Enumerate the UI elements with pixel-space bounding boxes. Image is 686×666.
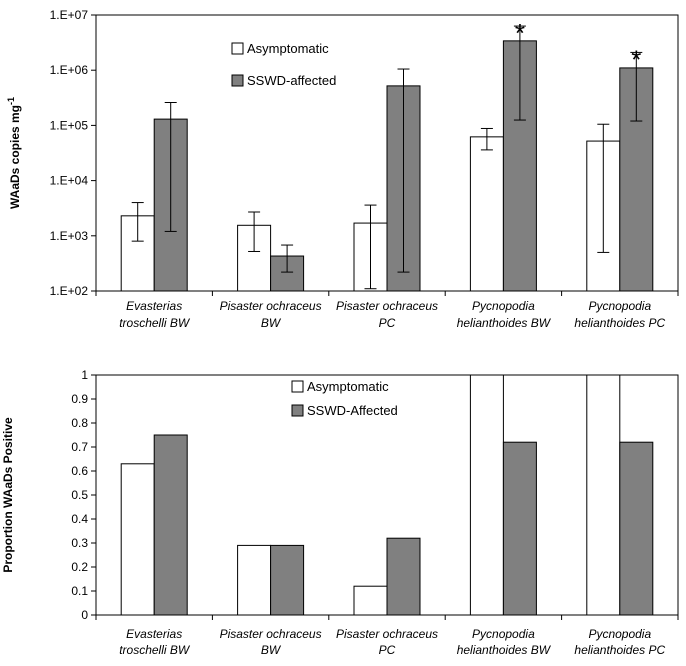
y-tick-label: 1 <box>81 368 88 382</box>
category-label-line2: BW <box>261 643 282 657</box>
y-tick-label: 1.E+07 <box>50 8 89 22</box>
bar-asymptomatic-5 <box>586 374 621 616</box>
chart-2: 0 0.1 0.2 0.3 0.4 0.5 0.6 0.7 0.8 0.9 1 Proportion … <box>1 368 679 657</box>
bar-sswd-affected-2 <box>270 544 305 616</box>
y-tick-label: 1.E+02 <box>50 284 89 298</box>
y-tick-label: 0.1 <box>71 584 88 598</box>
category-label-line1: Pycnopodia <box>588 299 651 313</box>
y-axis-label: WAaDs copies mg-1 <box>6 97 22 209</box>
legend-label: Asymptomatic <box>247 41 329 56</box>
category-label-line1: Evasterias <box>126 299 182 313</box>
category-label-line1: Pisaster ochraceus <box>220 627 322 641</box>
category-label-line1: Evasterias <box>126 627 182 641</box>
category-label-line1: Pycnopodia <box>472 627 535 641</box>
category-label-line2: troschelli BW <box>119 643 191 657</box>
category-label-line2: helianthoides BW <box>457 643 552 657</box>
y-tick-label: 1.E+06 <box>50 63 89 77</box>
significance-star: * <box>515 18 525 48</box>
legend-swatch <box>291 404 304 417</box>
bar-sswd-affected-4 <box>502 441 537 616</box>
category-label-line2: PC <box>379 643 396 657</box>
category-label-line1: Pisaster ochraceus <box>336 299 438 313</box>
y-tick-label: 0.2 <box>71 560 88 574</box>
bar-asymptomatic-4 <box>469 136 504 292</box>
significance-star: * <box>631 44 641 74</box>
category-label-line2: PC <box>379 316 396 330</box>
bar-asymptomatic-3 <box>353 585 388 616</box>
y-axis-label: Proportion WAaDs Positive <box>1 417 15 573</box>
y-tick-label: 1.E+03 <box>50 229 89 243</box>
category-label-line2: BW <box>261 316 282 330</box>
y-tick-label: 1.E+05 <box>50 118 89 132</box>
y-tick-label: 0.8 <box>71 416 88 430</box>
category-label-line2: helianthoides PC <box>574 643 665 657</box>
y-tick-label: 0 <box>81 608 88 622</box>
legend-label: Asymptomatic <box>307 379 389 394</box>
bar-asymptomatic-4 <box>469 374 504 616</box>
bar-asymptomatic-2 <box>237 544 272 616</box>
legend-label: SSWD-affected <box>247 73 336 88</box>
category-label-line2: helianthoides BW <box>457 316 552 330</box>
category-label-line1: Pycnopodia <box>588 627 651 641</box>
legend-swatch <box>231 74 244 87</box>
y-tick-label: 0.4 <box>71 512 88 526</box>
chart-1: 1.E+02 1.E+03 1.E+04 1.E+05 1.E+06 1.E+07 WAaD… <box>6 8 679 330</box>
y-tick-label: 0.3 <box>71 536 88 550</box>
category-label-line1: Pisaster ochraceus <box>336 627 438 641</box>
y-axis-label-superscript: -1 <box>6 97 16 105</box>
y-tick-label: 0.6 <box>71 464 88 478</box>
y-axis-label-text: WAaDs copies mg <box>8 105 22 209</box>
y-tick-label: 0.7 <box>71 440 88 454</box>
legend-label: SSWD-Affected <box>307 403 398 418</box>
category-label-line2: helianthoides PC <box>574 316 665 330</box>
bar-sswd-affected-5 <box>619 441 654 616</box>
legend-swatch <box>291 380 304 393</box>
bar-asymptomatic-1 <box>120 463 155 616</box>
y-tick-label: 1.E+04 <box>50 174 89 188</box>
bar-sswd-affected-3 <box>386 537 421 616</box>
category-label-line1: Pisaster ochraceus <box>220 299 322 313</box>
bar-sswd-affected-1 <box>153 434 188 616</box>
category-label-line2: troschelli BW <box>119 316 191 330</box>
category-label-line1: Pycnopodia <box>472 299 535 313</box>
y-tick-label: 0.9 <box>71 392 88 406</box>
legend-swatch <box>231 42 244 55</box>
y-axis-label-text: Proportion WAaDs Positive <box>1 417 15 573</box>
y-tick-label: 0.5 <box>71 488 88 502</box>
